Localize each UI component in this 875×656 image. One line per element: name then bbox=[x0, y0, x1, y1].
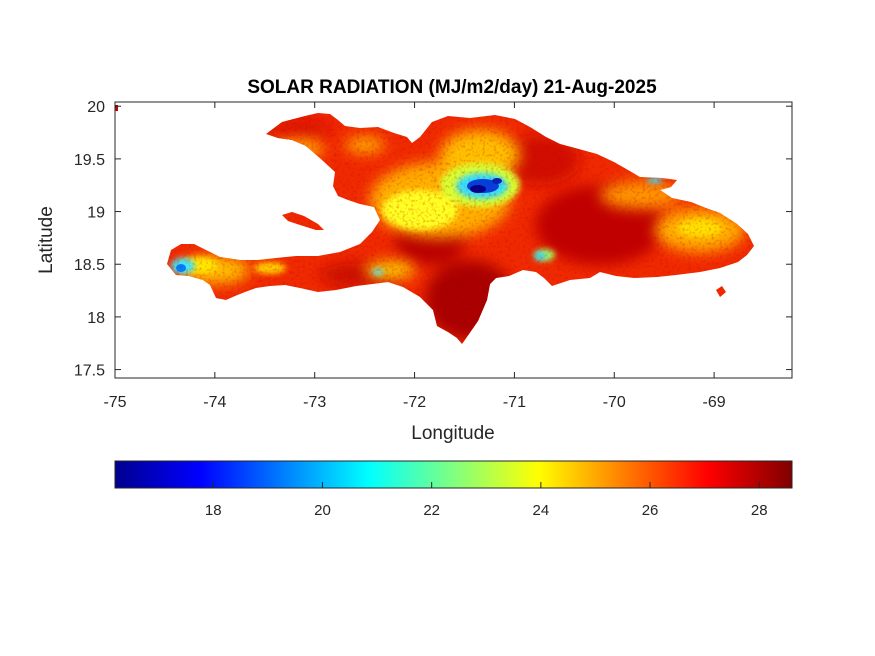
y-tick-label: 17.5 bbox=[74, 363, 105, 380]
y-tick-label: 19.5 bbox=[74, 152, 105, 169]
y-axis-label: Latitude bbox=[36, 206, 57, 274]
chart-title: SOLAR RADIATION (MJ/m2/day) 21-Aug-2025 bbox=[247, 77, 657, 98]
y-tick-label: 20 bbox=[87, 99, 105, 116]
colorbar-tick-label: 26 bbox=[642, 502, 659, 519]
y-tick-label: 19 bbox=[87, 205, 105, 222]
colorbar-tick-label: 20 bbox=[314, 502, 331, 519]
x-tick-label: -69 bbox=[703, 394, 726, 411]
x-axis: -75 -74 -73 -72 -71 -70 -69 bbox=[103, 102, 726, 411]
colorbar-tick-label: 18 bbox=[205, 502, 222, 519]
colorbar-tick-label: 22 bbox=[423, 502, 440, 519]
colorbar-ticks: 18 20 22 24 26 28 bbox=[205, 482, 768, 519]
colorbar-tick-label: 28 bbox=[751, 502, 768, 519]
y-tick-label: 18 bbox=[87, 310, 105, 327]
colorbar-tick-label: 24 bbox=[533, 502, 550, 519]
y-tick-label: 18.5 bbox=[74, 257, 105, 274]
x-tick-label: -75 bbox=[103, 394, 126, 411]
corner-speck bbox=[115, 105, 118, 111]
x-tick-label: -73 bbox=[303, 394, 326, 411]
y-axis: 17.5 18 18.5 19 19.5 20 bbox=[74, 99, 792, 380]
x-tick-label: -72 bbox=[403, 394, 426, 411]
colorbar bbox=[114, 460, 793, 489]
x-tick-label: -71 bbox=[503, 394, 526, 411]
x-tick-label: -70 bbox=[603, 394, 626, 411]
x-tick-label: -74 bbox=[203, 394, 226, 411]
x-axis-label: Longitude bbox=[411, 423, 494, 444]
